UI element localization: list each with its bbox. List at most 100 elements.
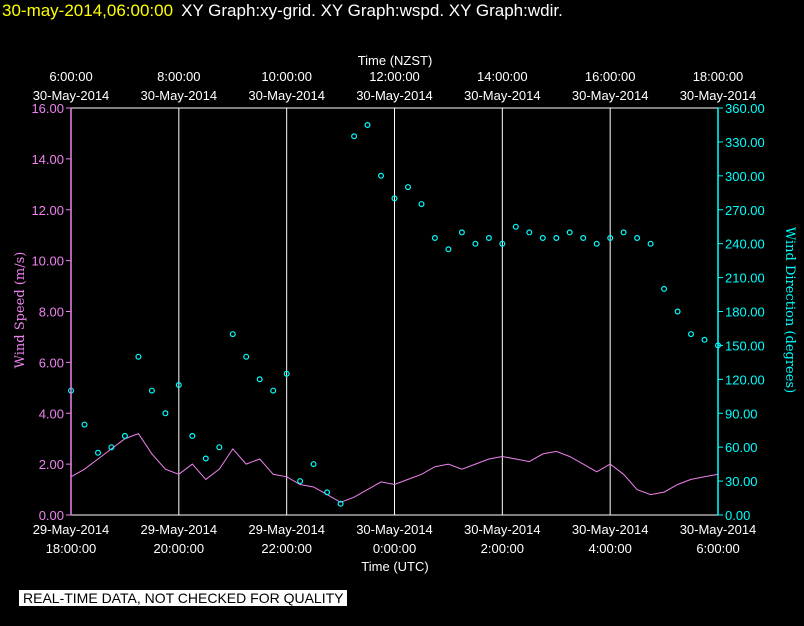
wind-direction-point <box>216 444 223 451</box>
right-tick-label: 300.00 <box>725 169 765 184</box>
wind-direction-point <box>499 240 506 247</box>
wind-direction-point <box>553 235 560 242</box>
top-tick-time: 18:00:00 <box>693 69 744 84</box>
top-axis-label: Time (NZST) <box>358 53 433 68</box>
bottom-tick-date: 30-May-2014 <box>464 522 541 537</box>
wind-direction-point <box>297 478 304 485</box>
right-tick-label: 210.00 <box>725 271 765 286</box>
wind-direction-point <box>472 240 479 247</box>
left-tick-label: 4.00 <box>39 406 64 421</box>
left-tick-label: 2.00 <box>39 457 64 472</box>
speed-series-layer <box>70 432 719 503</box>
right-tick-label: 0.00 <box>725 508 750 523</box>
bottom-tick-time: 0:00:00 <box>373 541 416 556</box>
bottom-tick-time: 4:00:00 <box>588 541 631 556</box>
right-tick-label: 360.00 <box>725 101 765 116</box>
left-tick-label: 12.00 <box>31 203 64 218</box>
bottom-tick-date: 30-May-2014 <box>572 522 649 537</box>
wind-direction-point <box>687 331 694 338</box>
top-tick-time: 8:00:00 <box>157 69 200 84</box>
wind-direction-point <box>81 421 88 428</box>
wind-direction-point <box>229 331 236 338</box>
top-tick-date: 30-May-2014 <box>248 88 325 103</box>
wind-direction-point <box>243 353 250 360</box>
wind-direction-point <box>647 240 654 247</box>
wind-direction-point <box>674 308 681 315</box>
bottom-tick-time: 20:00:00 <box>154 541 205 556</box>
wind-direction-point <box>189 432 196 439</box>
top-tick-date: 30-May-2014 <box>33 88 110 103</box>
top-tick-date: 30-May-2014 <box>464 88 541 103</box>
right-tick-label: 90.00 <box>725 406 758 421</box>
bottom-tick-time: 6:00:00 <box>696 541 739 556</box>
top-tick-date: 30-May-2014 <box>572 88 649 103</box>
wind-direction-point <box>351 133 358 140</box>
wind-direction-point <box>445 246 452 253</box>
wind-direction-point <box>135 353 142 360</box>
wind-direction-point <box>580 235 587 242</box>
bottom-tick-time: 22:00:00 <box>261 541 312 556</box>
wind-direction-point <box>418 201 425 208</box>
wind-direction-point <box>121 432 128 439</box>
top-tick-time: 6:00:00 <box>49 69 92 84</box>
wind-direction-point <box>256 376 263 383</box>
top-tick-time: 14:00:00 <box>477 69 528 84</box>
wind-direction-point <box>175 382 182 389</box>
wind-direction-point <box>162 410 169 417</box>
wind-direction-point <box>148 387 155 394</box>
top-tick-date: 30-May-2014 <box>141 88 218 103</box>
bottom-tick-time: 18:00:00 <box>46 541 97 556</box>
wind-direction-point <box>701 336 708 343</box>
wind-direction-point <box>661 285 668 292</box>
wind-direction-point <box>108 444 115 451</box>
wind-direction-point <box>378 172 385 179</box>
bottom-tick-date: 29-May-2014 <box>248 522 325 537</box>
top-tick-time: 16:00:00 <box>585 69 636 84</box>
bottom-tick-date: 30-May-2014 <box>356 522 433 537</box>
bottom-tick-time: 2:00:00 <box>481 541 524 556</box>
wind-direction-point <box>283 370 290 377</box>
left-tick-label: 8.00 <box>39 305 64 320</box>
wind-direction-point <box>607 235 614 242</box>
right-tick-label: 240.00 <box>725 237 765 252</box>
right-tick-label: 150.00 <box>725 338 765 353</box>
top-tick-time: 10:00:00 <box>261 69 312 84</box>
top-tick-date: 30-May-2014 <box>680 88 757 103</box>
right-tick-label: 30.00 <box>725 474 758 489</box>
left-tick-label: 0.00 <box>39 508 64 523</box>
wind-direction-point <box>539 235 546 242</box>
wind-direction-point <box>620 229 627 236</box>
wind-direction-point <box>391 195 398 202</box>
wind-direction-point <box>526 229 533 236</box>
left-tick-label: 10.00 <box>31 254 64 269</box>
wind-direction-point <box>270 387 277 394</box>
axes-layer: 6:00:00 30-May-2014 29-May-2014 18:00:00 8:0… <box>31 69 764 556</box>
wind-direction-point <box>202 455 209 462</box>
right-tick-label: 180.00 <box>725 305 765 320</box>
wind-direction-point <box>566 229 573 236</box>
wind-direction-point <box>337 500 344 507</box>
left-axis-label: Wind Speed (m/s) <box>13 252 28 369</box>
chart-title: 30-may-2014,06:00:00 XY Graph:xy-grid. XY… <box>2 1 563 21</box>
right-tick-label: 270.00 <box>725 203 765 218</box>
bottom-tick-date: 29-May-2014 <box>33 522 110 537</box>
wind-direction-point <box>485 235 492 242</box>
wind-speed-line <box>70 432 719 503</box>
right-tick-label: 330.00 <box>725 135 765 150</box>
top-tick-time: 12:00:00 <box>369 69 420 84</box>
grid-layer <box>70 107 719 516</box>
left-tick-label: 6.00 <box>39 355 64 370</box>
wind-direction-point <box>324 489 331 496</box>
title-graph-list: XY Graph:xy-grid. XY Graph:wspd. XY Grap… <box>181 1 563 20</box>
left-tick-label: 16.00 <box>31 101 64 116</box>
bottom-axis-label: Time (UTC) <box>361 559 428 574</box>
wind-direction-point <box>364 121 371 128</box>
wind-direction-point <box>431 235 438 242</box>
wind-direction-point <box>405 184 412 191</box>
wind-direction-point <box>634 235 641 242</box>
wind-direction-point <box>458 229 465 236</box>
left-tick-label: 14.00 <box>31 152 64 167</box>
right-axis-label: Wind Direction (degrees) <box>782 227 797 393</box>
right-tick-label: 60.00 <box>725 440 758 455</box>
